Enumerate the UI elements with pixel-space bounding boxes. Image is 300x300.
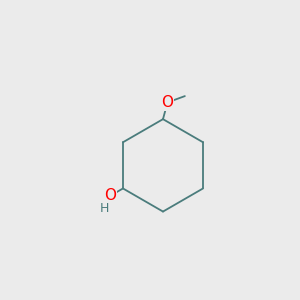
Text: O: O [161,95,173,110]
Text: O: O [104,188,116,203]
Text: H: H [100,202,109,215]
